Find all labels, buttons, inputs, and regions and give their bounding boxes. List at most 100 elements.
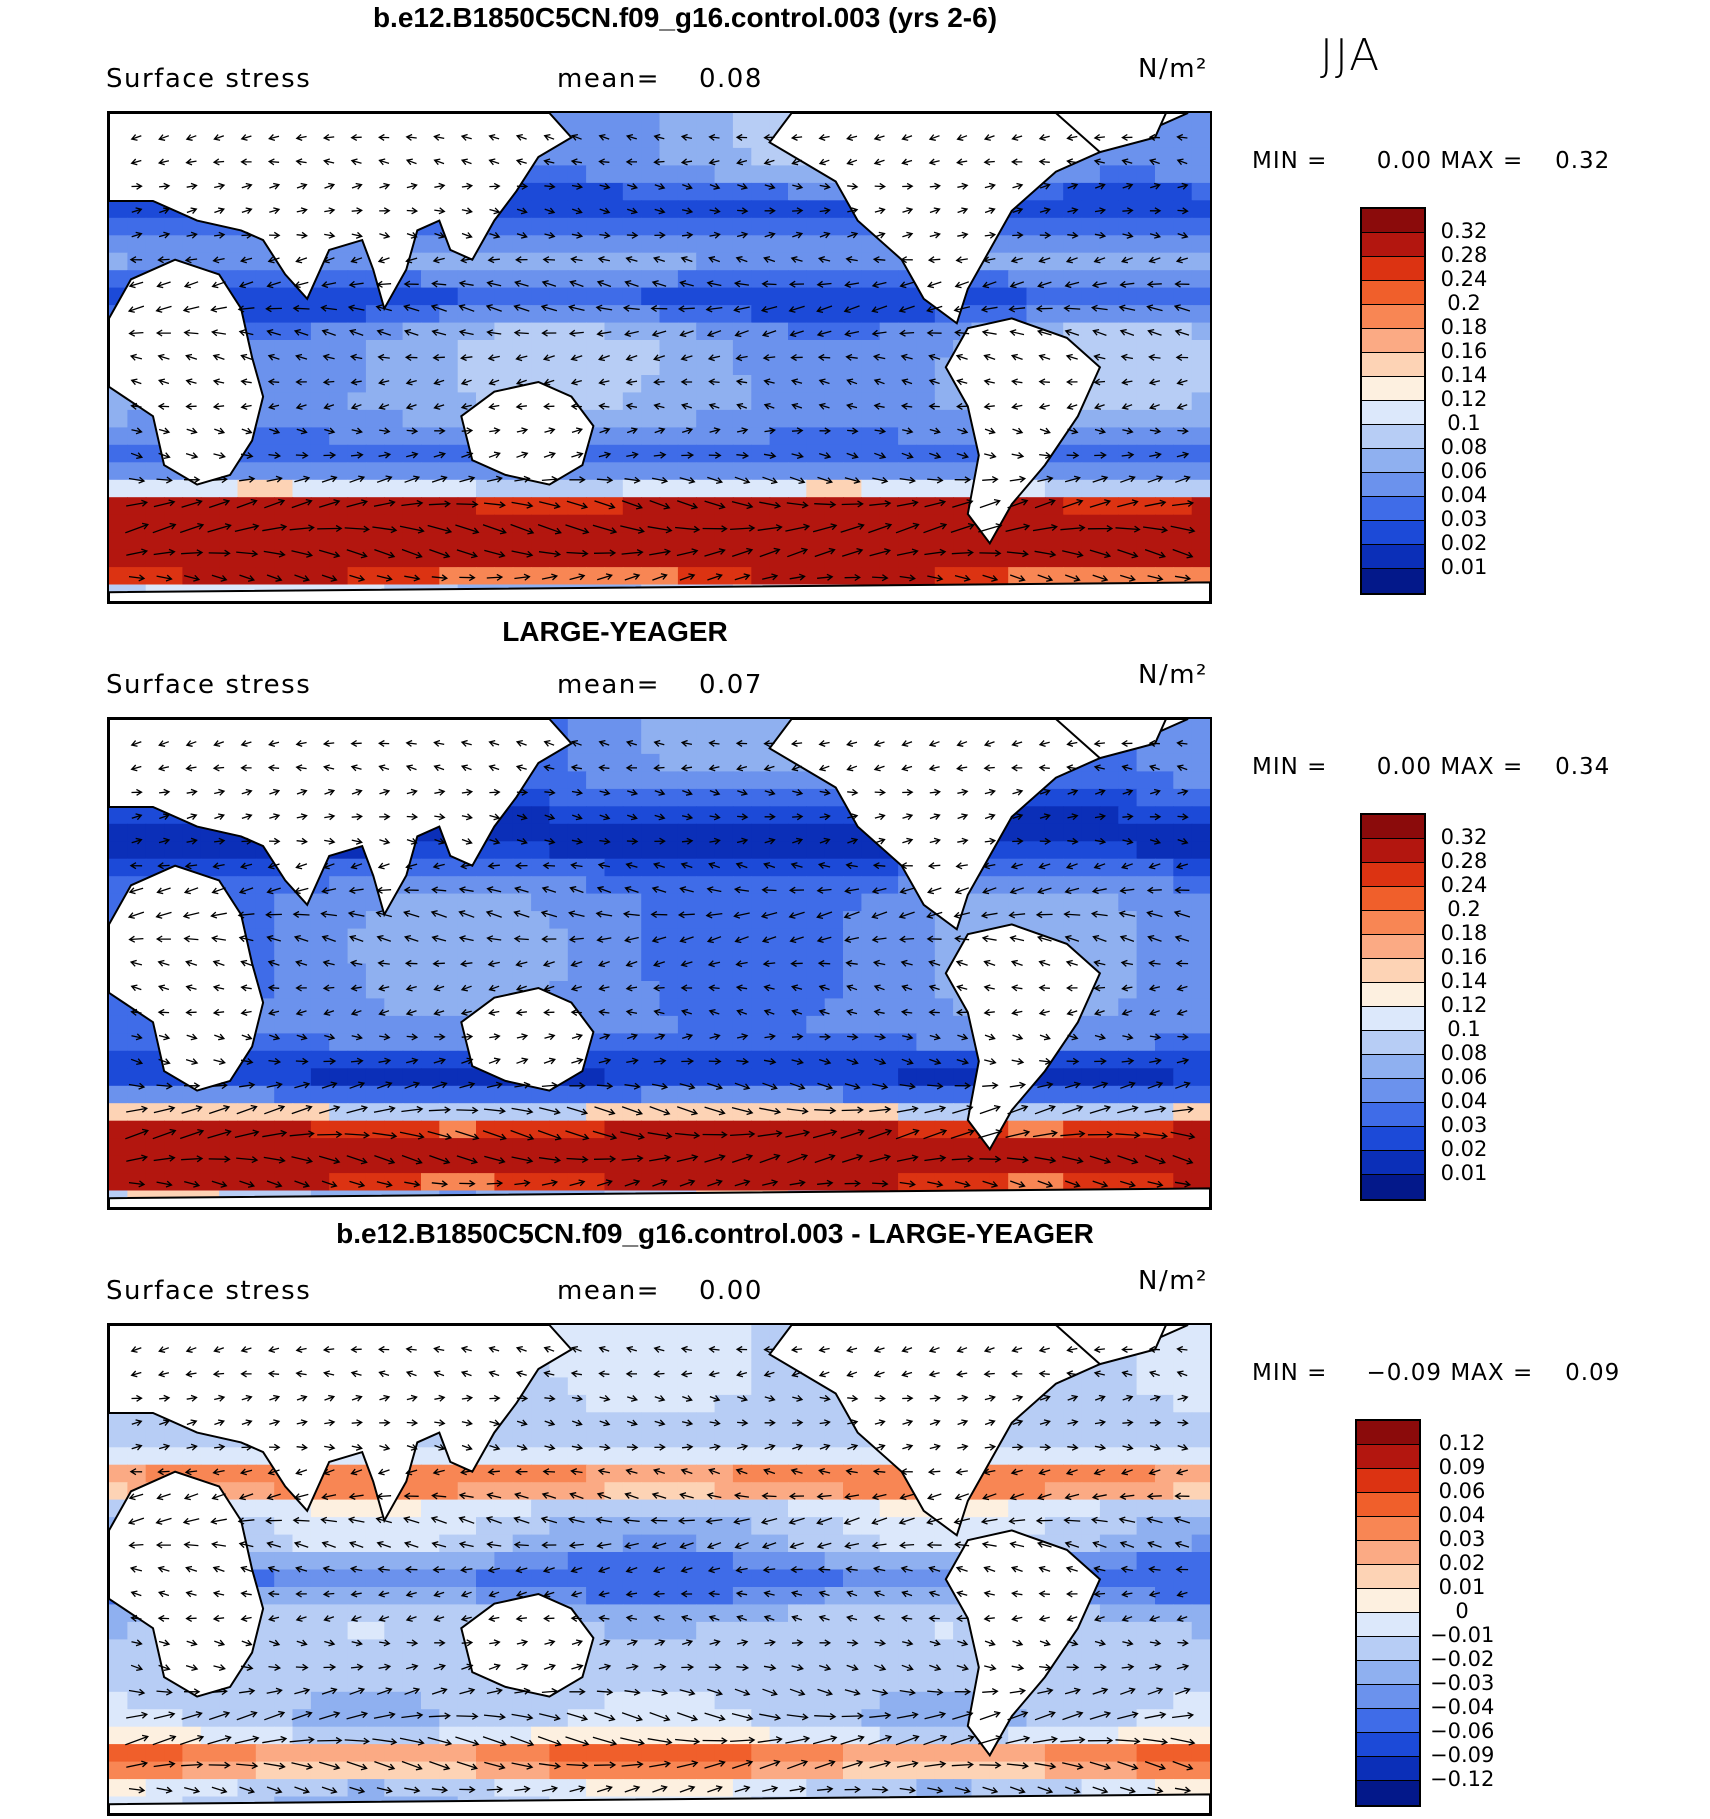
wind-arrow [236, 498, 258, 509]
wind-arrow [675, 1737, 701, 1745]
wind-arrow [819, 813, 831, 821]
wind-arrow [239, 1081, 256, 1089]
wind-arrow [542, 1566, 555, 1574]
wind-arrow [708, 739, 720, 747]
wind-arrow [1122, 1394, 1134, 1402]
wind-arrow [321, 1687, 338, 1695]
colorbar-tick-label: 0.18 [1440, 315, 1488, 339]
coastline [944, 923, 1102, 1152]
colorbar-segment [1362, 569, 1424, 593]
wind-arrow [156, 476, 173, 484]
wind-arrow [1062, 1762, 1084, 1770]
wind-vectors [125, 1345, 1196, 1794]
wind-arrow [624, 886, 639, 894]
wind-arrow [568, 304, 585, 312]
wind-arrow [1121, 1590, 1133, 1598]
wind-arrow [1066, 451, 1080, 459]
wind-arrow [571, 207, 583, 215]
land-masses [109, 1325, 1210, 1814]
wind-arrow [1122, 182, 1134, 190]
wind-arrow [1170, 525, 1196, 534]
wind-arrow [267, 862, 280, 870]
wind-arrow [928, 764, 940, 772]
wind-arrow [901, 1664, 914, 1672]
coastline [944, 1529, 1102, 1758]
wind-arrow [1038, 378, 1050, 386]
wind-arrow [241, 1033, 253, 1041]
wind-arrow [570, 960, 583, 968]
colorbar-segment [1362, 329, 1424, 353]
wind-arrow [1066, 764, 1078, 772]
wind-arrow [214, 1394, 226, 1402]
wind-arrow [817, 353, 831, 362]
wind-arrow [956, 452, 970, 460]
wind-arrow [651, 936, 667, 944]
wind-arrow [1149, 837, 1162, 845]
wind-arrow [677, 1517, 695, 1525]
wind-arrow [676, 1712, 699, 1722]
wind-arrow [763, 1058, 777, 1066]
wind-arrow [377, 256, 390, 264]
wind-arrow [131, 1443, 143, 1451]
wind-arrow [1172, 1154, 1194, 1165]
wind-arrow [731, 500, 754, 510]
wind-arrow [515, 1345, 527, 1353]
wind-arrow [543, 764, 555, 772]
wind-arrow [266, 1786, 283, 1794]
wind-arrow [322, 1468, 335, 1476]
wind-arrow [980, 305, 998, 313]
wind-arrow [872, 1180, 889, 1188]
wind-arrow [460, 862, 473, 870]
wind-arrow [571, 427, 583, 435]
wind-arrow [293, 887, 309, 895]
wind-arrow [984, 1058, 997, 1066]
min-max: MIN = 0.00 MAX = 0.34 [1252, 754, 1610, 780]
wind-arrow [983, 1468, 996, 1476]
wind-arrow [346, 499, 369, 508]
wind-arrow [349, 1565, 363, 1573]
colorbar-tick-label: 0.14 [1440, 969, 1488, 993]
wind-arrow [516, 1663, 529, 1671]
wind-arrow [428, 500, 451, 508]
panel-title: b.e12.B1850C5CN.f09_g16.control.003 - LA… [336, 1218, 1094, 1249]
colorbar-tick-label: 0.1 [1447, 411, 1481, 435]
wind-arrow [736, 1443, 749, 1451]
wind-arrow [432, 1468, 445, 1476]
wind-arrow [788, 911, 805, 919]
wind-arrow [818, 402, 830, 410]
wind-arrow [708, 1008, 720, 1016]
wind-arrow [1092, 1786, 1109, 1794]
wind-arrow [296, 182, 308, 190]
wind-arrow [374, 548, 396, 559]
wind-arrow [128, 329, 144, 337]
wind-arrow [901, 134, 913, 141]
wind-arrow [1093, 1468, 1106, 1476]
wind-arrow [1009, 329, 1025, 336]
wind-arrow [208, 1761, 231, 1769]
wind-arrow [542, 354, 555, 362]
wind-arrow [1005, 1129, 1031, 1139]
wind-arrow [653, 1468, 665, 1475]
wind-arrow [817, 476, 833, 485]
wind-arrow [234, 1129, 260, 1139]
wind-arrow [484, 1761, 506, 1771]
colorbar-segment [1362, 377, 1424, 401]
wind-arrow [1121, 1468, 1133, 1476]
wind-arrow [654, 427, 666, 435]
wind-arrow [179, 1734, 205, 1746]
wind-arrow [433, 1615, 445, 1622]
wind-arrow [1066, 1590, 1078, 1598]
wind-arrow [902, 231, 914, 239]
wind-arrow [846, 984, 858, 992]
wind-arrow [265, 911, 282, 919]
wind-arrow [510, 523, 535, 535]
wind-arrow [268, 1009, 280, 1016]
wind-arrow [871, 1517, 888, 1526]
wind-arrow [896, 1154, 919, 1162]
wind-arrow [594, 500, 616, 510]
wind-arrow [458, 280, 474, 288]
wind-arrow [900, 402, 913, 410]
wind-arrow [210, 1517, 227, 1525]
wind-arrow [322, 1565, 335, 1573]
wind-arrow [1092, 1540, 1107, 1549]
